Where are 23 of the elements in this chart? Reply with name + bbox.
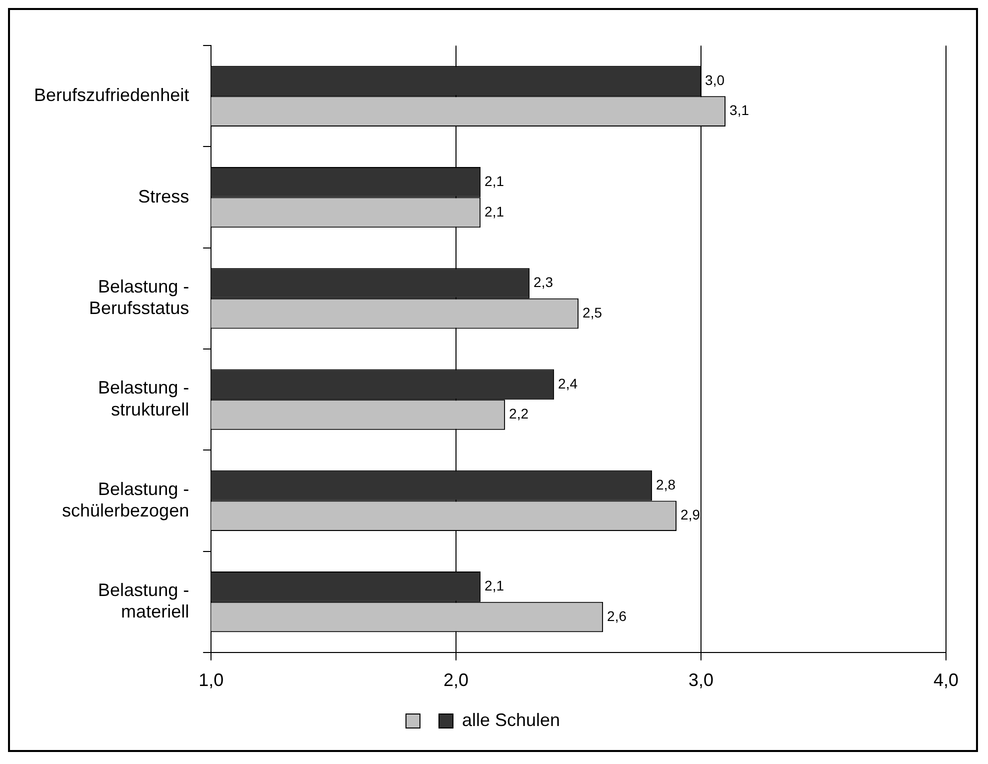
data-label: 3,0 — [705, 72, 725, 88]
x-tick-label: 4,0 — [933, 670, 959, 690]
data-label: 2,1 — [484, 578, 504, 594]
data-label: 2,9 — [680, 506, 700, 523]
x-tick-label: 3,0 — [688, 670, 714, 690]
data-label: 2,5 — [582, 304, 602, 320]
y-tick-label: Belastung - materiell — [98, 580, 190, 622]
legend-label: alle Schulen — [462, 710, 560, 730]
y-tick-label: Berufszufriedenheit — [34, 85, 190, 106]
data-label: 2,8 — [656, 476, 676, 492]
data-label: 2,3 — [534, 274, 554, 290]
data-label: 2,1 — [484, 172, 504, 189]
y-tick-label: Belastung - Berufsstatus — [89, 276, 190, 318]
y-tick-label: Belastung - schülerbezogen — [62, 478, 190, 520]
data-label: 2,1 — [484, 203, 504, 220]
y-tick-label: Belastung - strukturell — [98, 378, 190, 420]
x-tick-label: 2,0 — [444, 670, 469, 690]
data-label: 2,2 — [509, 406, 529, 422]
data-label: 2,4 — [558, 375, 578, 392]
y-tick-label: Stress — [138, 186, 190, 206]
data-label: 2,6 — [607, 608, 627, 624]
x-tick-label: 1,0 — [198, 670, 224, 690]
data-label: 3,1 — [730, 102, 750, 118]
